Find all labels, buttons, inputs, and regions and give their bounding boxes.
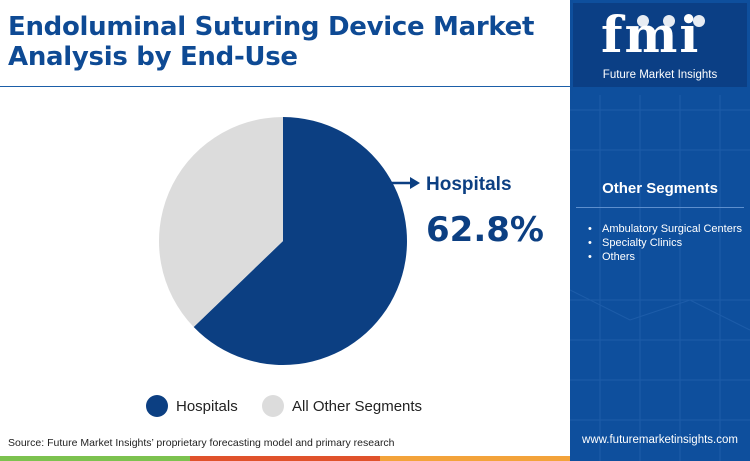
- bar-green: [0, 456, 190, 461]
- globe-icons: [637, 15, 705, 27]
- title-divider: [0, 86, 570, 87]
- legend-item-hospitals: Hospitals: [146, 395, 238, 417]
- legend-swatch-others: [262, 395, 284, 417]
- legend-label-others: All Other Segments: [292, 397, 423, 415]
- bar-orange: [380, 456, 570, 461]
- pie-slice-hospitals: [193, 117, 407, 366]
- legend: Hospitals All Other Segments: [0, 395, 570, 419]
- legend-swatch-hospitals: [146, 395, 168, 417]
- bar-red: [190, 456, 380, 461]
- pie-chart: [159, 117, 420, 366]
- source-note: Source: Future Market Insights’ propriet…: [8, 437, 395, 449]
- callout-label: Hospitals: [426, 174, 512, 195]
- sidebar: fmi Future Market Insights Other Segment…: [570, 0, 750, 461]
- pie-slice-all-other-segments: [159, 117, 283, 328]
- fmi-logo[interactable]: fmi Future Market Insights: [573, 3, 747, 87]
- website-link[interactable]: www.futuremarketinsights.com: [582, 434, 738, 446]
- logo-letters: fmi: [601, 5, 701, 64]
- chart-title: Endoluminal Suturing Device Market Analy…: [8, 12, 535, 72]
- callout-arrow: [391, 177, 420, 189]
- other-segments-title: Other Segments: [602, 180, 718, 197]
- logo-company-name: Future Market Insights: [602, 69, 718, 81]
- segment-item: Others: [576, 250, 746, 264]
- legend-label-hospitals: Hospitals: [176, 397, 238, 415]
- sidebar-grid-pattern: [570, 95, 750, 461]
- legend-item-others: All Other Segments: [262, 395, 422, 417]
- segments-divider: [576, 207, 744, 208]
- callout-value: 62.8%: [426, 210, 544, 250]
- segments-list: Ambulatory Surgical Centers Specialty Cl…: [576, 222, 746, 264]
- bottom-color-bar: [0, 456, 570, 461]
- segment-item: Ambulatory Surgical Centers: [576, 222, 746, 236]
- segment-item: Specialty Clinics: [576, 236, 746, 250]
